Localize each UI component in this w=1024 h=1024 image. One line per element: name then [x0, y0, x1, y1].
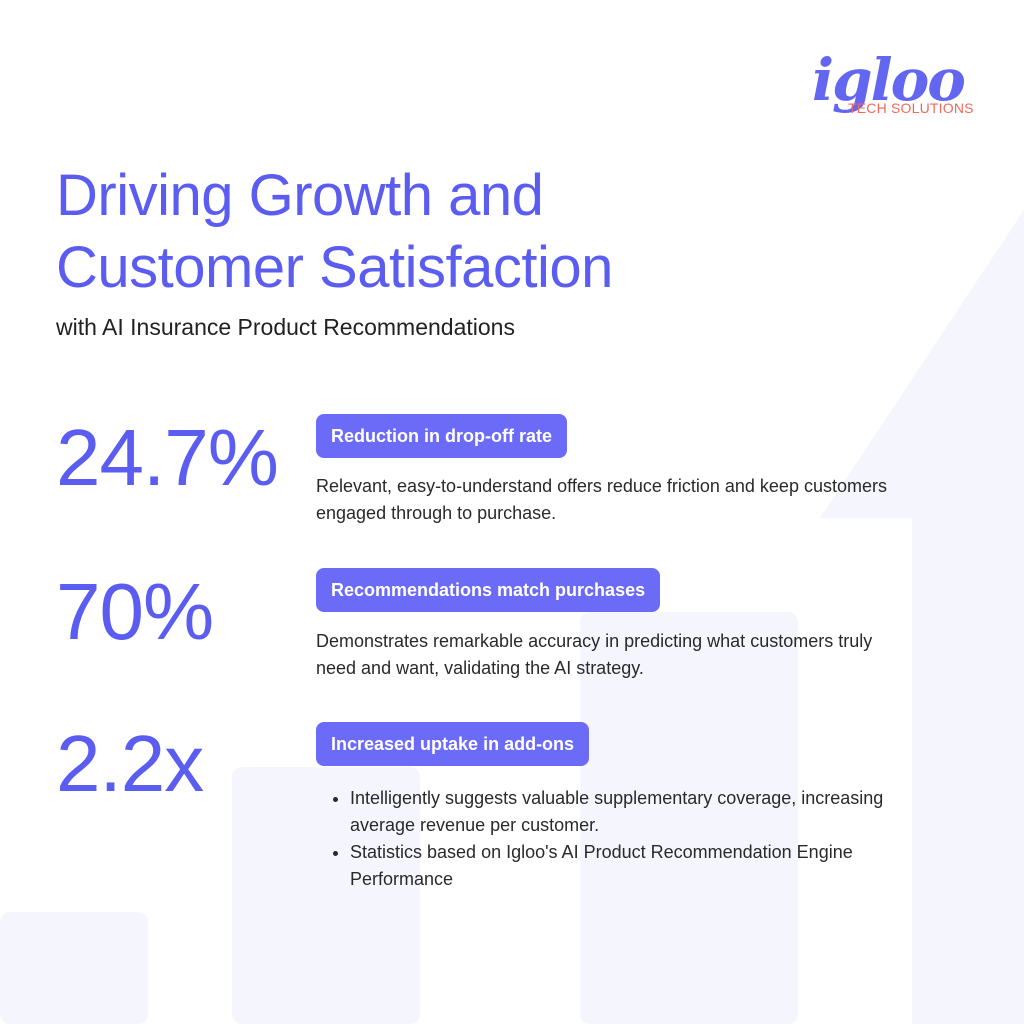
stat-description-match: Demonstrates remarkable accuracy in pred… — [316, 631, 873, 678]
bullet-item: Statistics based on Igloo's AI Product R… — [350, 839, 890, 893]
stat-bullets-addons: Intelligently suggests valuable suppleme… — [330, 785, 890, 893]
page-title: Driving Growth and Customer Satisfaction — [56, 160, 613, 304]
stat-description-dropoff: Relevant, easy-to-understand offers redu… — [316, 476, 887, 523]
igloo-logo: igloo TECH SOLUTIONS — [812, 46, 982, 132]
title-line-2: Customer Satisfaction — [56, 235, 613, 300]
logo-tagline: TECH SOLUTIONS — [848, 100, 974, 116]
stat-value-dropoff: 24.7% — [56, 413, 279, 502]
page-subtitle: with AI Insurance Product Recommendation… — [56, 314, 515, 340]
logo-wordmark: igloo — [812, 46, 966, 114]
stat-label-dropoff: Reduction in drop-off rate — [316, 414, 567, 458]
stat-value-addons: 2.2x — [56, 719, 204, 808]
title-line-1: Driving Growth and — [56, 163, 544, 228]
stat-label-match: Recommendations match purchases — [316, 568, 661, 612]
stat-value-match: 70% — [56, 567, 214, 656]
bullet-item: Intelligently suggests valuable suppleme… — [350, 785, 890, 839]
stat-label-addons: Increased uptake in add-ons — [316, 722, 590, 766]
